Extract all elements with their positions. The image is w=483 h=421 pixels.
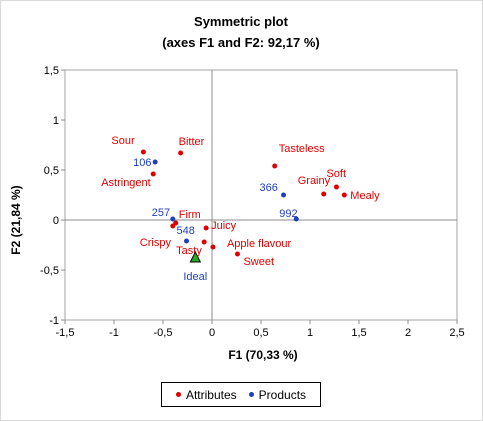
product-point-992: [293, 216, 299, 222]
attribute-label-mealy: Mealy: [350, 190, 380, 202]
y-tick-label: 1,5: [44, 65, 59, 77]
attribute-label-bitter: Bitter: [179, 136, 205, 148]
attribute-point-juicy: [203, 225, 209, 231]
product-point-366: [281, 192, 287, 198]
x-tick-label: 2: [405, 327, 411, 339]
attribute-label-grainy: Grainy: [298, 175, 331, 187]
attribute-point-sweet: [234, 251, 240, 257]
ideal-point: [189, 250, 202, 263]
x-tick-label: -1: [109, 327, 119, 339]
y-tick-label: 0: [53, 215, 59, 227]
attribute-label-soft: Soft: [326, 168, 346, 180]
y-tick-label: 1: [53, 115, 59, 127]
attribute-point-sour: [140, 149, 146, 155]
attribute-point-grainy: [321, 191, 327, 197]
product-label-548: 548: [177, 225, 195, 237]
attribute-label-astringent: Astringent: [101, 177, 151, 189]
chart-title: Symmetric plot: [194, 14, 289, 29]
legend-marker-products: [248, 392, 254, 397]
attribute-label-juicy: Juicy: [211, 220, 237, 232]
legend-label-products: Products: [258, 387, 307, 402]
attribute-label-tasty: Tasty: [176, 245, 202, 257]
attribute-label-sour: Sour: [111, 135, 135, 147]
attribute-point-apple-flavour: [210, 244, 216, 250]
attribute-point-tasty: [201, 239, 207, 245]
attribute-point-bitter: [178, 150, 184, 156]
attribute-point-astringent: [150, 171, 156, 177]
product-label-992: 992: [279, 208, 297, 220]
y-tick-label: 0,5: [44, 165, 59, 177]
x-tick-label: 1: [307, 327, 313, 339]
legend: Attributes Products: [161, 382, 321, 407]
attribute-point-mealy: [341, 192, 347, 198]
x-tick-label: 0,5: [253, 327, 268, 339]
attribute-point-soft: [333, 184, 339, 190]
product-label-106: 106: [133, 157, 151, 169]
x-axis-label: F1 (70,33 %): [228, 348, 297, 362]
attribute-point-tasteless: [272, 163, 278, 169]
legend-item-products: Products: [248, 387, 307, 402]
product-label-257: 257: [152, 207, 170, 219]
y-tick-label: -1: [49, 315, 59, 327]
legend-label-attributes: Attributes: [185, 387, 237, 402]
attribute-label-firm: Firm: [179, 209, 201, 221]
product-point-106: [152, 159, 158, 165]
attribute-label-apple-flavour: Apple flavour: [227, 238, 292, 250]
attribute-label-crispy: Crispy: [140, 237, 172, 249]
x-tick-label: 1,5: [351, 327, 366, 339]
chart-subtitle: (axes F1 and F2: 92,17 %): [162, 35, 320, 50]
attribute-label-sweet: Sweet: [243, 256, 274, 268]
product-label-366: 366: [260, 182, 278, 194]
ideal-label: Ideal: [183, 271, 207, 283]
attribute-point-crispy: [170, 223, 176, 229]
x-tick-label: -0,5: [154, 327, 173, 339]
legend-marker-attributes: [175, 392, 181, 397]
x-tick-label: 0: [209, 327, 215, 339]
x-tick-label: 2,5: [449, 327, 464, 339]
x-tick-label: -1,5: [56, 327, 75, 339]
legend-item-attributes: Attributes: [175, 387, 237, 402]
y-axis-label: F2 (21,84 %): [9, 185, 23, 254]
y-tick-label: -0,5: [40, 265, 59, 277]
plot-area: [64, 69, 458, 321]
attribute-label-tasteless: Tasteless: [279, 143, 325, 155]
product-point-257: [170, 216, 176, 222]
product-point-548: [184, 238, 190, 244]
